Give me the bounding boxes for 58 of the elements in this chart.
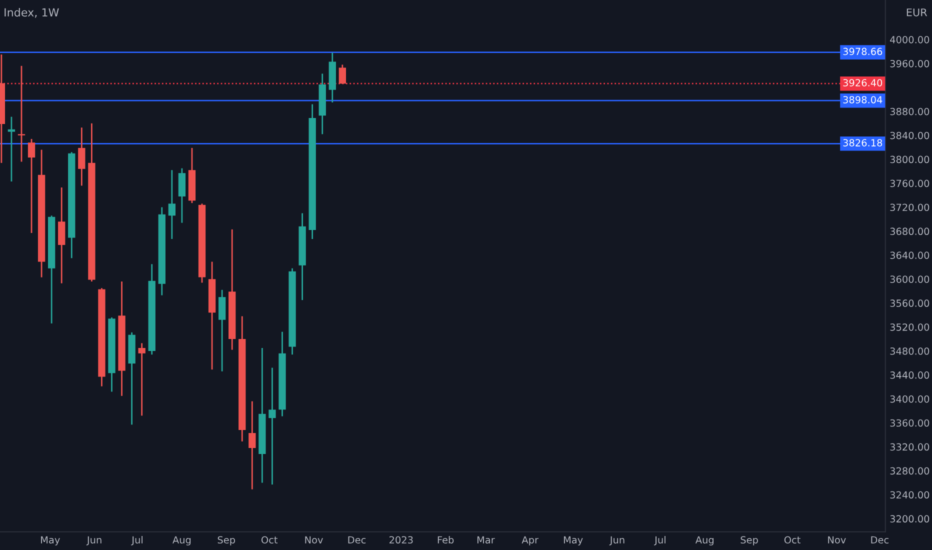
candlestick — [248, 400, 256, 490]
candlestick — [178, 168, 186, 224]
candlestick — [168, 169, 176, 240]
candlestick — [28, 138, 36, 234]
x-tick-label: Aug — [695, 536, 714, 546]
candlestick — [18, 65, 26, 162]
y-tick-label: 4000.00 — [890, 36, 930, 44]
candlestick — [268, 367, 276, 486]
x-tick-label: Mar — [477, 536, 495, 544]
x-tick-label: Nov — [305, 536, 323, 544]
y-tick-label: 3280.00 — [890, 467, 930, 475]
candlestick — [218, 289, 226, 372]
y-tick-label: 3720.00 — [890, 204, 930, 212]
y-axis-title: EUR — [906, 8, 928, 16]
y-tick-label: 3840.00 — [890, 132, 930, 140]
y-tick-label: 3880.00 — [890, 108, 930, 116]
y-tick-label: 3240.00 — [890, 491, 930, 499]
y-tick-label: 3680.00 — [890, 228, 930, 236]
x-tick-label: Nov — [828, 536, 846, 544]
x-tick-label: Dec — [348, 536, 366, 544]
ref-line-label: 3898.04 — [843, 96, 882, 104]
y-tick-label: 3960.00 — [890, 60, 930, 68]
x-tick-label: Dec — [871, 536, 888, 544]
x-tick-label: Jun — [86, 536, 102, 546]
ref-line-label: 3978.66 — [843, 48, 882, 56]
y-tick-label: 3440.00 — [890, 371, 930, 379]
y-tick-label: 3200.00 — [890, 515, 930, 523]
x-tick-label: May — [564, 536, 583, 546]
y-tick-label: 3560.00 — [890, 300, 930, 307]
x-tick-label: Apr — [522, 536, 539, 546]
x-tick-label: 2023 — [389, 536, 413, 544]
y-tick-label: 3320.00 — [890, 443, 930, 451]
x-tick-label: Feb — [438, 536, 454, 544]
x-tick-label: Jul — [131, 536, 142, 546]
x-tick-label: Sep — [218, 536, 235, 546]
candlestick — [8, 116, 16, 182]
ref-line-label: 3826.18 — [843, 139, 882, 146]
candlestick — [338, 64, 346, 85]
y-tick-label: 3600.00 — [890, 276, 930, 283]
candlestick — [138, 342, 146, 416]
x-tick-label: Jul — [654, 536, 666, 546]
x-tick-label: May — [41, 536, 60, 546]
x-tick-label: Jun — [609, 536, 624, 546]
y-tick-label: 3480.00 — [890, 347, 930, 355]
text: Index, 1W — [4, 8, 59, 18]
y-tick-label: 3800.00 — [890, 156, 930, 164]
y-tick-label: 3360.00 — [890, 419, 930, 427]
x-tick-label: Oct — [261, 536, 278, 544]
y-tick-label: 3400.00 — [890, 395, 930, 403]
ref-line-label: 3926.40 — [843, 79, 882, 86]
x-tick-label: Aug — [172, 536, 191, 546]
y-tick-label: 3760.00 — [890, 180, 930, 188]
x-tick-label: Oct — [784, 536, 800, 544]
x-tick-label: Sep — [740, 536, 758, 546]
y-tick-label: 3520.00 — [890, 323, 930, 331]
y-tick-label: 3640.00 — [890, 252, 930, 259]
candlestick — [78, 126, 86, 186]
candlestick — [58, 186, 66, 284]
